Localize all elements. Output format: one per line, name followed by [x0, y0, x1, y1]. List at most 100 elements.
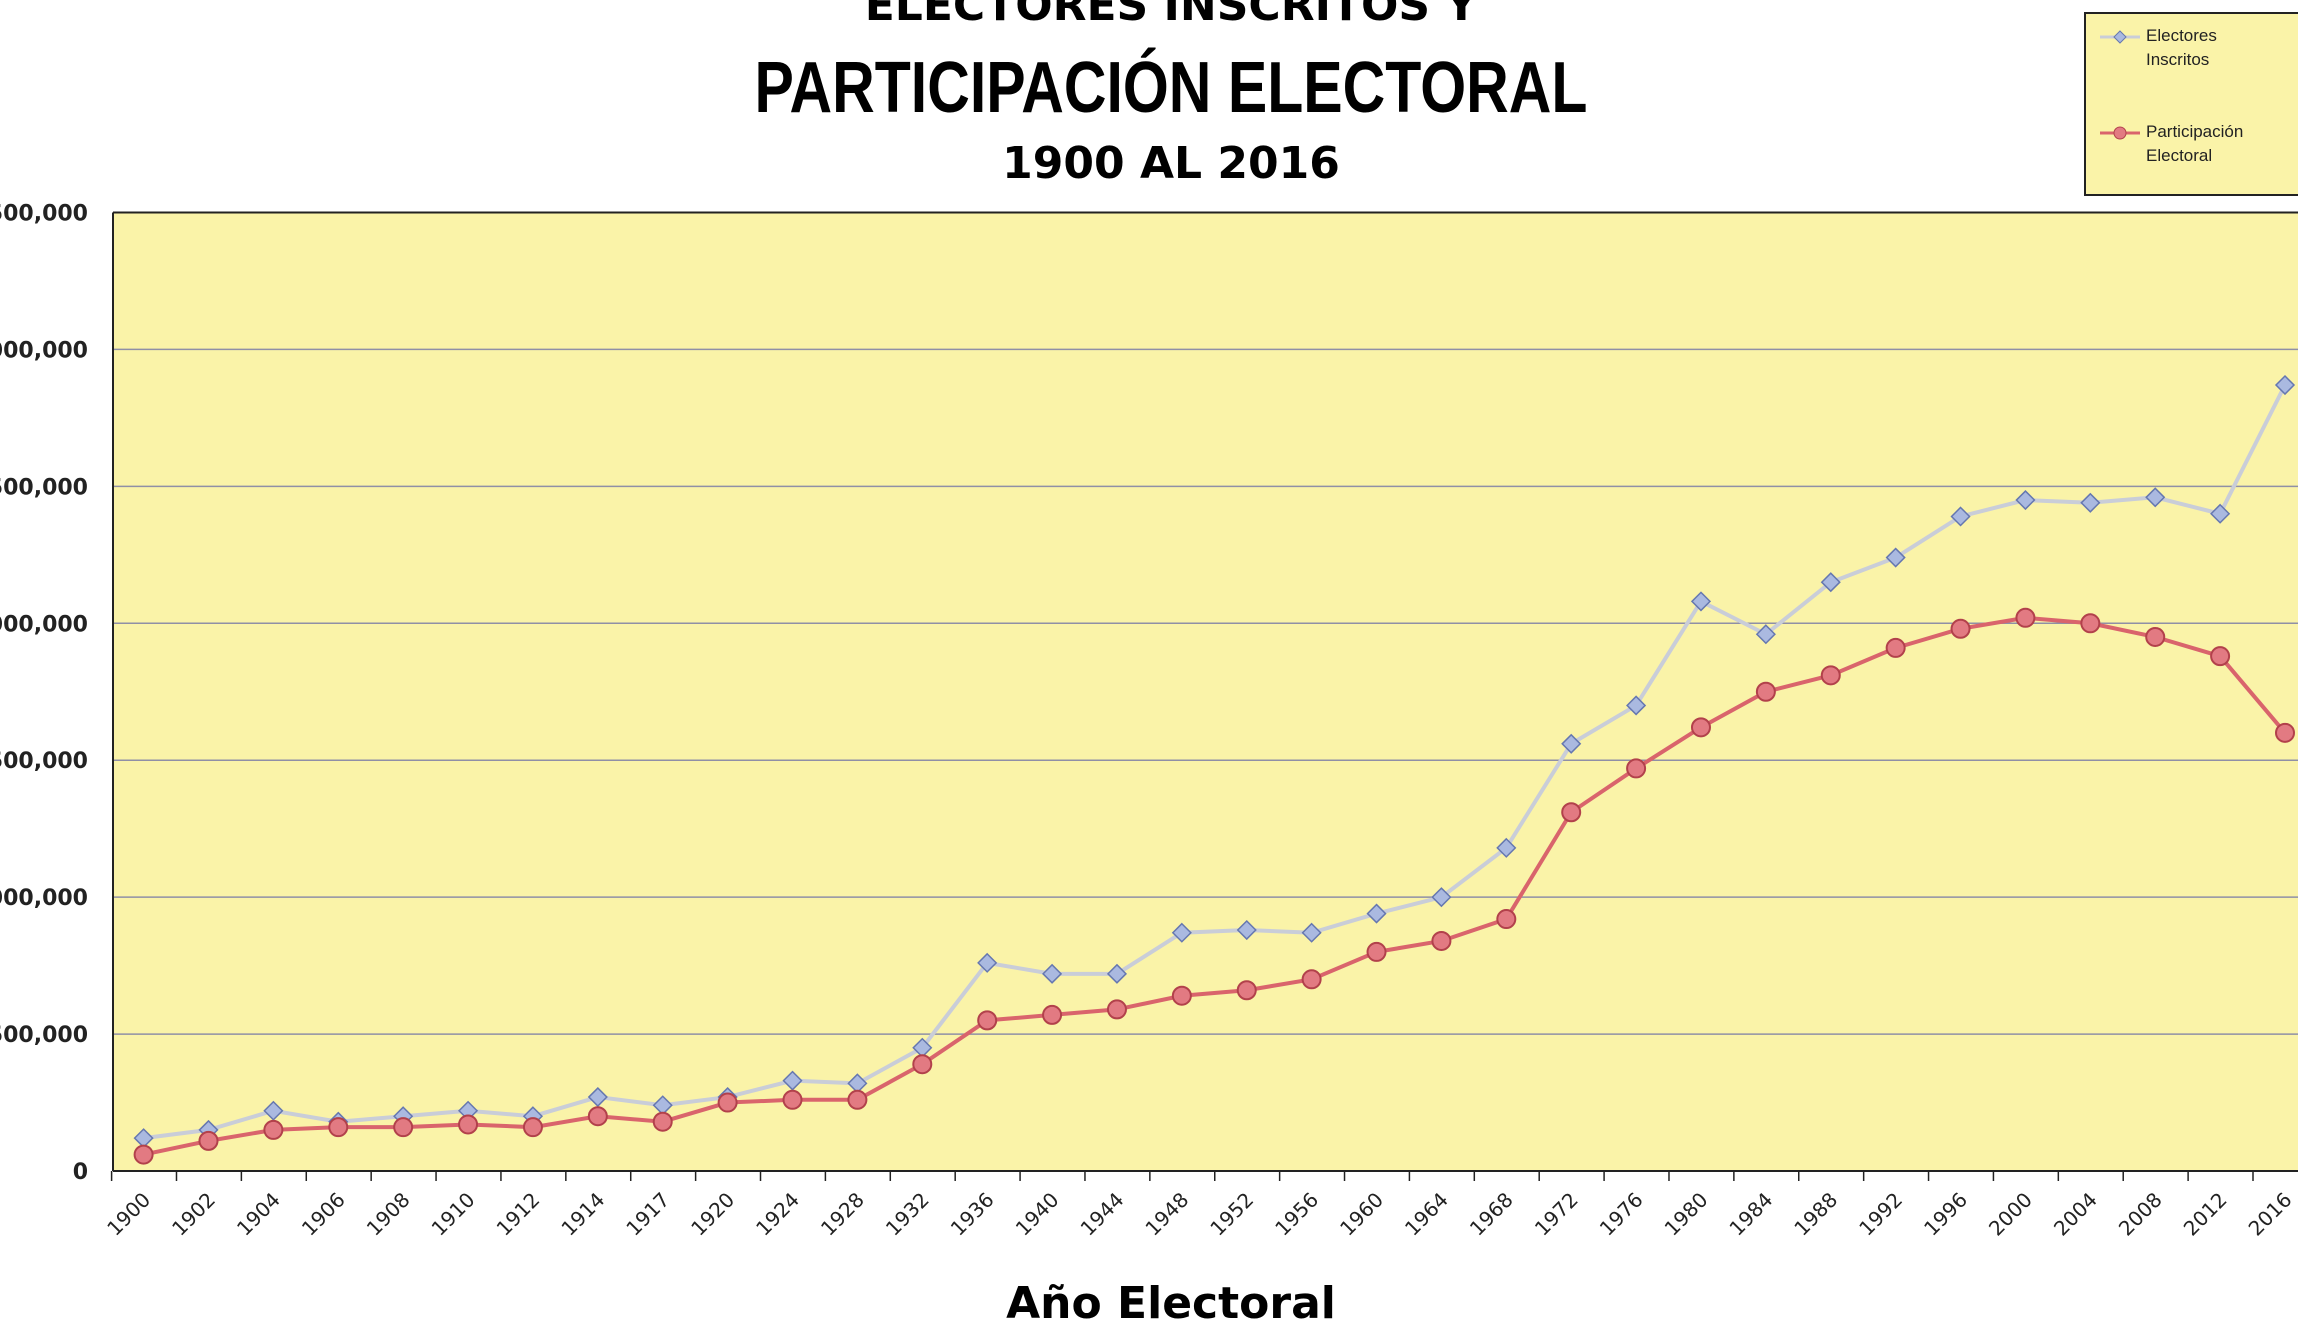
x-tick-label: 1956 — [1270, 1188, 1323, 1241]
chart-title: ELECTORES INSCRITOS Y — [865, 0, 1479, 31]
chart-subtitle: 1900 AL 2016 — [1002, 138, 1340, 189]
x-tick-label: 1912 — [492, 1188, 545, 1241]
x-tick-label: 1976 — [1595, 1188, 1648, 1241]
point — [1690, 591, 1712, 612]
x-tick-label: 1906 — [297, 1188, 350, 1241]
point — [263, 1119, 284, 1140]
point — [1431, 887, 1452, 908]
series — [133, 607, 2295, 1165]
x-tick-label: 1900 — [102, 1188, 155, 1241]
point — [847, 1089, 868, 1110]
x-tick-label: 1902 — [167, 1188, 220, 1241]
point — [977, 1010, 998, 1031]
point — [1885, 637, 1906, 658]
y-tick-label: 0 — [73, 1160, 88, 1185]
point — [1626, 695, 1647, 716]
x-tick-label: 1996 — [1919, 1188, 1972, 1241]
x-tick-label: 1917 — [621, 1188, 674, 1241]
point — [2080, 492, 2101, 513]
chart-title-2: PARTICIPACIÓN ELECTORAL — [754, 46, 1587, 127]
x-tick-label: 2008 — [2114, 1188, 2167, 1241]
x-tick-label: 1948 — [1140, 1188, 1193, 1241]
x-tick-label: 1932 — [881, 1188, 934, 1241]
legend-icon — [2100, 30, 2140, 44]
point — [1950, 506, 1971, 527]
point — [1106, 963, 1128, 984]
point — [2210, 503, 2231, 524]
legend-item: Electores Inscritos — [2100, 24, 2276, 72]
point — [1690, 717, 1711, 738]
x-tick-label: 2016 — [2244, 1188, 2297, 1241]
point — [1106, 999, 1127, 1020]
x-tick-label: 1908 — [362, 1188, 415, 1241]
point — [652, 1111, 673, 1132]
point — [1301, 969, 1322, 990]
point — [1236, 980, 1257, 1001]
point — [1171, 922, 1192, 943]
point — [328, 1117, 349, 1138]
x-tick-label: 1924 — [751, 1188, 804, 1241]
point — [1820, 665, 1841, 686]
point — [1561, 733, 1582, 754]
series-line — [143, 384, 2287, 1141]
y-tick-label: 500,000 — [0, 1023, 88, 1048]
x-tick-label: 1928 — [816, 1188, 869, 1241]
x-tick-label: 1964 — [1400, 1188, 1453, 1241]
point — [2275, 722, 2295, 743]
plot-area — [113, 212, 2298, 1171]
legend-icon — [2100, 126, 2140, 140]
point — [1042, 963, 1063, 984]
legend: Electores Inscritos Participación Elector… — [2084, 12, 2298, 196]
x-tick-label: 1914 — [556, 1188, 609, 1241]
y-tick-label: 3,000,000 — [0, 338, 88, 363]
point — [1236, 919, 1257, 941]
point — [198, 1130, 219, 1151]
point — [1561, 802, 1582, 823]
x-tick-label: 2004 — [2049, 1188, 2102, 1241]
point — [1301, 922, 1322, 943]
point — [782, 1070, 803, 1091]
point — [458, 1114, 479, 1135]
point — [1885, 547, 1906, 568]
x-tick-label: 1980 — [1660, 1188, 1713, 1241]
point — [1626, 758, 1647, 779]
point — [1171, 985, 1192, 1006]
x-tick-label: 1988 — [1789, 1188, 1842, 1241]
point — [912, 1054, 933, 1075]
point — [1496, 909, 1517, 930]
point — [2145, 487, 2166, 508]
point — [1366, 941, 1387, 962]
point — [717, 1092, 738, 1113]
x-tick-label: 1984 — [1724, 1188, 1777, 1241]
point — [2015, 489, 2036, 511]
series — [133, 374, 2296, 1149]
legend-marker — [2113, 30, 2127, 44]
legend-marker — [2113, 126, 2127, 140]
x-tick-label: 1952 — [1205, 1188, 1258, 1241]
point — [393, 1117, 414, 1138]
x-tick-label: 1992 — [1854, 1188, 1907, 1241]
point — [1755, 624, 1776, 645]
point — [1431, 930, 1452, 951]
x-tick-label: 1972 — [1530, 1188, 1583, 1241]
point — [782, 1089, 803, 1110]
y-tick-label: 3,500,000 — [0, 202, 88, 227]
point — [263, 1100, 284, 1121]
x-tick-label: 1960 — [1335, 1188, 1388, 1241]
point — [1496, 837, 1517, 858]
point — [2145, 626, 2166, 647]
x-tick-label: 1968 — [1465, 1188, 1518, 1241]
x-tick-label: 1920 — [686, 1188, 739, 1241]
x-tick-label: 1936 — [946, 1188, 999, 1241]
y-tick-label: 2,500,000 — [0, 475, 88, 500]
point — [1366, 903, 1387, 924]
point — [2080, 613, 2101, 634]
x-tick-label: 1910 — [427, 1188, 480, 1241]
y-tick-label: 1,000,000 — [0, 886, 88, 911]
point — [2015, 607, 2036, 628]
series-line — [143, 615, 2287, 1157]
point — [2274, 374, 2296, 396]
x-tick-label: 2012 — [2179, 1188, 2232, 1241]
point — [587, 1106, 608, 1127]
